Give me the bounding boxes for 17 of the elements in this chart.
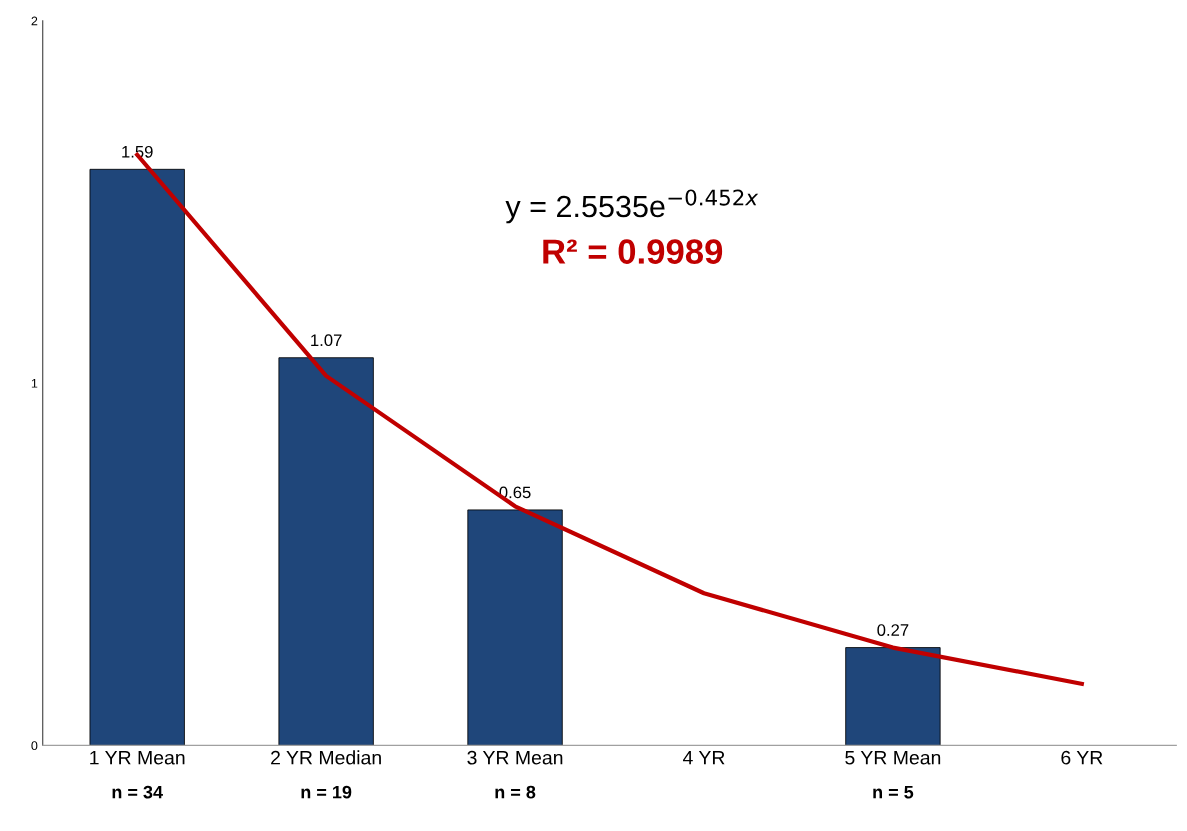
bar: [467, 509, 563, 746]
y-tick-label: 1: [31, 379, 38, 388]
data-label: 0.27: [877, 624, 909, 636]
category-label: 2 YR Median n = 19: [271, 750, 381, 799]
bar: [89, 168, 185, 746]
bar: [845, 647, 941, 746]
y-tick-label: 2: [31, 16, 38, 26]
annotation: y = 2.5535e$^{−0.452x}$: [505, 189, 759, 224]
category-label: 1 YR Mean n = 34: [90, 750, 185, 799]
category-label: 5 YR Mean n = 5: [845, 750, 941, 799]
data-label: 1.07: [311, 334, 342, 347]
y-tick-label: 0: [31, 741, 38, 751]
x-tick-label: 4 YR: [682, 750, 725, 765]
annotation: R² = 0.9989: [543, 239, 723, 264]
bar: [278, 357, 374, 746]
x-tick-label: 6 YR: [1061, 750, 1103, 765]
category-label: 3 YR Mean n = 8: [467, 750, 563, 799]
